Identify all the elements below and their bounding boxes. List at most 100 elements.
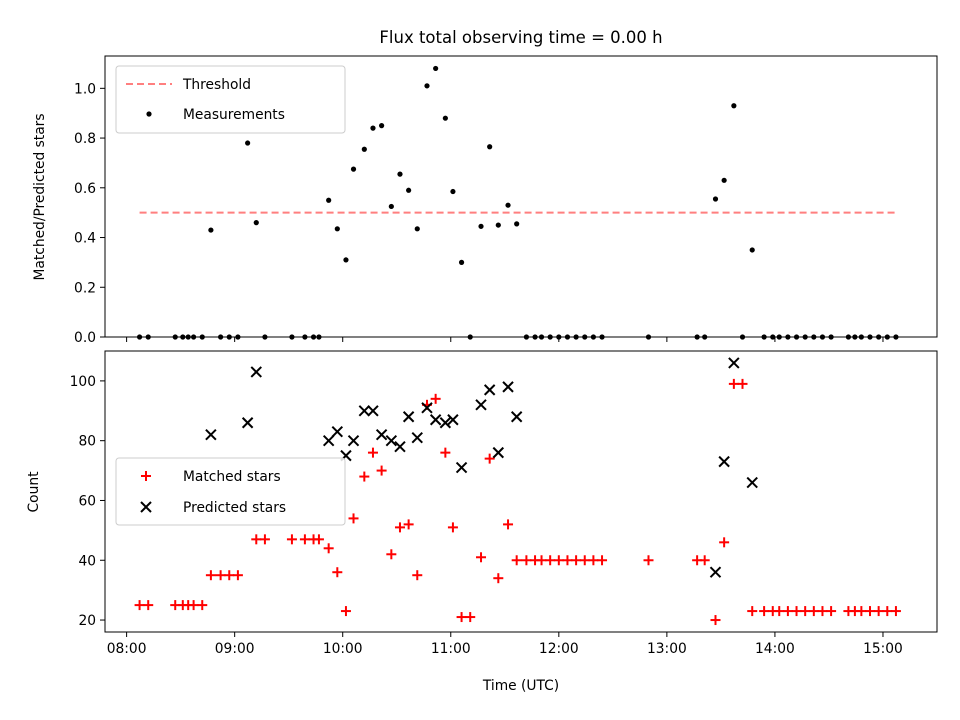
matched-star-point: [394, 522, 405, 533]
matched-star-point: [553, 555, 564, 566]
matched-star-point: [447, 522, 458, 533]
y-tick-label: 20: [78, 613, 96, 629]
matched-star-point: [747, 606, 758, 617]
predicted-star-point: [718, 455, 730, 468]
y-tick-label: 0.2: [74, 280, 96, 296]
legend-matched-label: Matched stars: [183, 469, 281, 485]
matched-star-point: [817, 606, 828, 617]
measurement-point: [424, 83, 430, 89]
matched-star-point: [782, 606, 793, 617]
matched-star-point: [359, 471, 370, 482]
matched-star-point: [134, 600, 145, 611]
matched-star-point: [890, 606, 901, 617]
matched-star-point: [286, 534, 297, 545]
measurement-point: [406, 187, 412, 193]
top-legend: Threshold Measurements: [115, 65, 346, 134]
matched-star-point: [430, 393, 441, 404]
matched-star-point: [545, 555, 556, 566]
predicted-star-point: [205, 428, 217, 441]
top-panel: 0.0 0.2 0.4 0.6 0.8 1.0 Matched/Predicted sta…: [32, 55, 938, 346]
x-tick-label: 09:00: [215, 641, 255, 657]
matched-star-point: [493, 573, 504, 584]
legend-box: [115, 457, 346, 526]
matched-star-point: [579, 555, 590, 566]
measurement-point: [458, 259, 465, 265]
predicted-star-point: [402, 411, 415, 423]
matched-star-point: [511, 555, 522, 566]
measurement-point: [442, 115, 448, 121]
matched-star-point: [299, 534, 310, 545]
matched-star-point: [826, 606, 837, 617]
matched-star-point: [719, 537, 730, 548]
predicted-star-point: [728, 357, 740, 369]
matched-star-point: [791, 606, 802, 617]
predicted-star-point: [502, 381, 514, 393]
matched-star-point: [251, 534, 262, 545]
matched-star-point: [774, 606, 785, 617]
predicted-star-point: [510, 411, 523, 423]
x-tick-label: 12:00: [539, 641, 579, 657]
measurement-point: [361, 146, 367, 152]
matched-star-point: [224, 570, 235, 581]
matched-star-point: [232, 570, 243, 581]
matched-star-point: [588, 555, 599, 566]
measurement-point: [334, 226, 340, 232]
matched-star-point: [367, 447, 378, 458]
x-tick-label: 11:00: [431, 641, 471, 657]
predicted-star-point: [411, 431, 423, 444]
predicted-star-point: [385, 434, 398, 447]
matched-star-point: [865, 606, 876, 617]
matched-star-point: [503, 519, 514, 530]
x-tick-label: 08:00: [107, 641, 147, 657]
predicted-star-point: [439, 417, 452, 429]
measurement-point: [495, 222, 501, 228]
legend-predicted-swatch: [140, 501, 152, 513]
matched-star-point: [808, 606, 819, 617]
matched-star-point: [728, 378, 739, 389]
bottom-panel-frame: [104, 350, 938, 633]
measurement-point: [343, 257, 349, 263]
measurement-point: [397, 171, 403, 177]
bottom-legend: Matched stars Predicted stars: [115, 457, 346, 526]
legend-predicted-label: Predicted stars: [183, 500, 286, 516]
predicted-star-point: [250, 366, 262, 378]
predicted-star-point: [429, 414, 442, 426]
measurement-point: [414, 226, 420, 232]
matched-star-point: [521, 555, 532, 566]
measurement-point: [712, 196, 719, 202]
matched-star-point: [759, 606, 770, 617]
measurement-point: [379, 123, 385, 129]
matched-star-point: [259, 534, 270, 545]
y-tick-label: 0.4: [74, 231, 96, 247]
measurement-point: [450, 188, 456, 195]
matched-star-point: [440, 447, 451, 458]
measurement-point: [388, 203, 394, 210]
x-axis-label: Time (UTC): [482, 678, 559, 694]
matched-star-point: [340, 606, 351, 617]
matched-star-point: [562, 555, 573, 566]
x-tick-label: 15:00: [863, 641, 903, 657]
y-tick-label: 100: [70, 374, 96, 390]
bottom-panel: 08:00 09:00 10:00 11:00 12:00 13:00 14:00 15:00…: [26, 350, 938, 694]
measurement-point: [208, 227, 214, 233]
matched-star-point: [412, 570, 423, 581]
top-y-axis-label: Matched/Predicted stars: [32, 113, 48, 280]
legend-measurement-label: Measurements: [183, 107, 285, 123]
x-tick-label: 14:00: [755, 641, 795, 657]
predicted-star-point: [347, 434, 360, 447]
legend-box: [115, 65, 346, 134]
predicted-star-point: [421, 402, 433, 414]
matched-star-point: [386, 549, 397, 560]
measurement-point: [505, 202, 511, 208]
matched-star-point: [205, 570, 216, 581]
matched-star-point: [323, 543, 334, 554]
matched-star-point: [476, 552, 487, 563]
matched-star-point: [800, 606, 811, 617]
matched-star-point: [597, 555, 608, 566]
count-points: [134, 357, 901, 626]
matched-star-point: [188, 600, 199, 611]
measurement-point: [487, 144, 493, 150]
legend-matched-swatch: [141, 471, 151, 481]
matched-star-point: [856, 606, 867, 617]
matched-star-point: [465, 612, 476, 623]
